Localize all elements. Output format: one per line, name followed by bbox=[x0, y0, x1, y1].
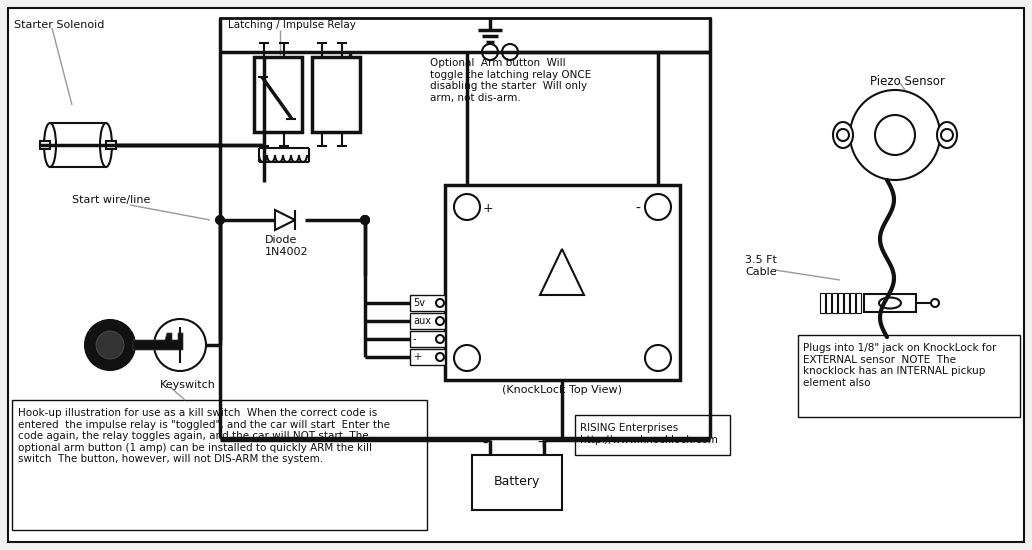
Circle shape bbox=[645, 194, 671, 220]
Text: 5v: 5v bbox=[413, 298, 425, 308]
Text: RISING Enterprises
http://www.knocklock.com: RISING Enterprises http://www.knocklock.… bbox=[580, 423, 718, 444]
Circle shape bbox=[850, 90, 940, 180]
Bar bbox=[832, 293, 837, 313]
Circle shape bbox=[216, 216, 224, 224]
Text: Diode
1N4002: Diode 1N4002 bbox=[265, 235, 309, 257]
Bar bbox=[826, 293, 831, 313]
Circle shape bbox=[361, 216, 369, 224]
Bar bbox=[844, 293, 849, 313]
Bar bbox=[856, 293, 861, 313]
Ellipse shape bbox=[937, 122, 957, 148]
Bar bbox=[106, 141, 116, 149]
Ellipse shape bbox=[833, 122, 853, 148]
Bar bbox=[820, 293, 825, 313]
Bar bbox=[40, 141, 50, 149]
Bar bbox=[410, 295, 445, 311]
Polygon shape bbox=[133, 333, 183, 350]
Bar bbox=[472, 455, 562, 510]
Circle shape bbox=[931, 299, 939, 307]
Bar bbox=[798, 335, 1020, 417]
Text: 3.5 Ft
Cable: 3.5 Ft Cable bbox=[745, 255, 777, 277]
Text: Latching / Impulse Relay: Latching / Impulse Relay bbox=[228, 20, 356, 30]
Text: Optional  Arm button  Will
toggle the latching relay ONCE
disabling the starter : Optional Arm button Will toggle the latc… bbox=[430, 58, 591, 103]
Bar bbox=[850, 293, 854, 313]
Ellipse shape bbox=[100, 123, 112, 167]
Circle shape bbox=[436, 317, 444, 325]
Circle shape bbox=[96, 331, 124, 359]
Polygon shape bbox=[540, 249, 584, 295]
Ellipse shape bbox=[879, 298, 901, 309]
Bar bbox=[864, 294, 916, 312]
Bar bbox=[12, 400, 427, 530]
Text: Keyswitch: Keyswitch bbox=[160, 380, 216, 390]
Text: Starter Solenoid: Starter Solenoid bbox=[14, 20, 104, 30]
Bar bbox=[50, 123, 106, 167]
Bar bbox=[312, 57, 360, 132]
Circle shape bbox=[154, 319, 206, 371]
Text: Battery: Battery bbox=[494, 476, 540, 488]
Text: Plugs into 1/8" jack on KnockLock for
EXTERNAL sensor  NOTE  The
knocklock has a: Plugs into 1/8" jack on KnockLock for EX… bbox=[803, 343, 996, 388]
Bar bbox=[254, 57, 302, 132]
Bar bbox=[410, 313, 445, 329]
Text: -: - bbox=[635, 202, 640, 216]
Text: +: + bbox=[483, 202, 493, 215]
Bar bbox=[445, 185, 680, 380]
Circle shape bbox=[361, 216, 369, 224]
Polygon shape bbox=[275, 210, 295, 230]
Bar bbox=[220, 18, 710, 438]
Circle shape bbox=[645, 345, 671, 371]
Text: Start wire/line: Start wire/line bbox=[72, 195, 151, 205]
Circle shape bbox=[941, 129, 953, 141]
Circle shape bbox=[482, 44, 498, 60]
Circle shape bbox=[85, 320, 135, 370]
Text: Piezo Sensor: Piezo Sensor bbox=[870, 75, 945, 88]
Text: -: - bbox=[482, 435, 487, 450]
Circle shape bbox=[454, 194, 480, 220]
Circle shape bbox=[875, 115, 915, 155]
Bar bbox=[838, 293, 843, 313]
Ellipse shape bbox=[44, 123, 56, 167]
Circle shape bbox=[436, 335, 444, 343]
Bar bbox=[410, 349, 445, 365]
Circle shape bbox=[436, 299, 444, 307]
Text: Hook-up illustration for use as a kill switch  When the correct code is
entered : Hook-up illustration for use as a kill s… bbox=[18, 408, 390, 464]
Circle shape bbox=[837, 129, 849, 141]
Circle shape bbox=[502, 44, 518, 60]
Circle shape bbox=[436, 353, 444, 361]
Bar bbox=[410, 331, 445, 347]
Text: aux: aux bbox=[413, 316, 431, 326]
Circle shape bbox=[454, 345, 480, 371]
Text: +: + bbox=[413, 352, 421, 362]
Text: -: - bbox=[413, 334, 417, 344]
Bar bbox=[575, 415, 730, 455]
Text: (KnockLock Top View): (KnockLock Top View) bbox=[502, 385, 622, 395]
Text: +: + bbox=[536, 435, 549, 450]
